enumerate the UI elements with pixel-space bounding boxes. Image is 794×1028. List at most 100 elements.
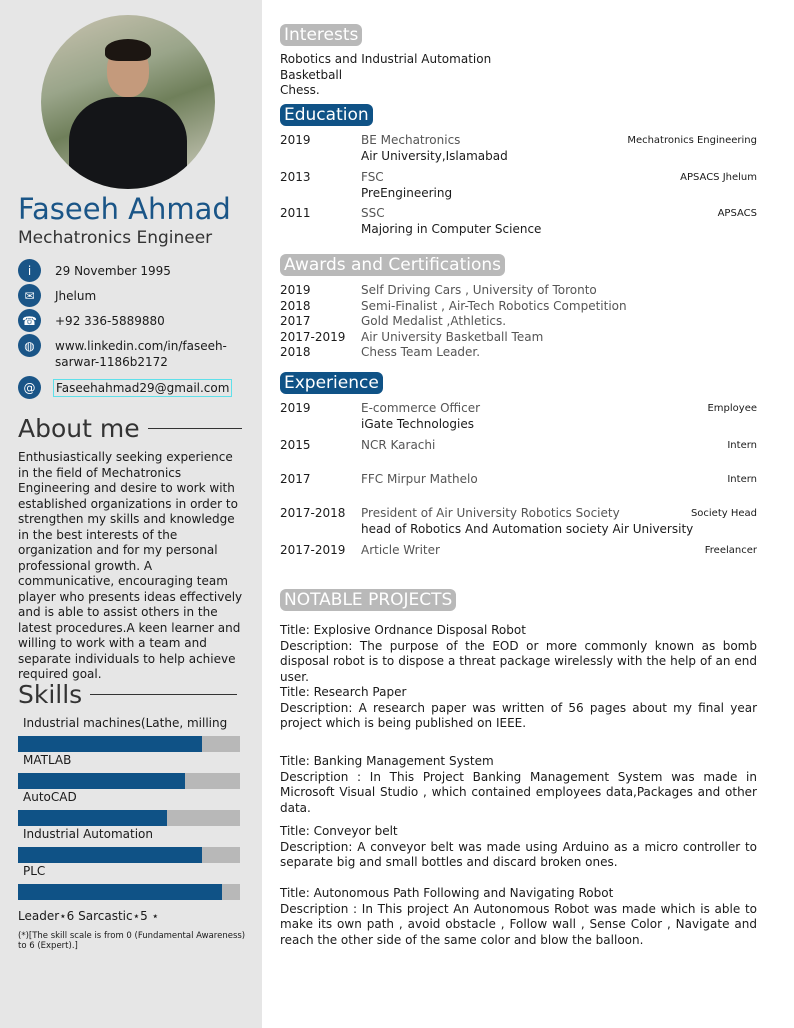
skills-heading: Skills bbox=[18, 680, 238, 709]
profile-name: Faseeh Ahmad bbox=[18, 192, 231, 226]
right-label: Mechatronics Engineering bbox=[627, 135, 757, 146]
interest-item: Basketball bbox=[280, 67, 343, 82]
right-label: Employee bbox=[707, 403, 757, 414]
profile-role: Mechatronics Engineer bbox=[18, 228, 213, 248]
awards-heading: Awards and Certifications bbox=[280, 254, 505, 276]
skill-bar bbox=[18, 884, 240, 900]
project-description: Description : In This project An Autonom… bbox=[280, 901, 757, 947]
linkedin-link[interactable]: www.linkedin.com/in/faseeh-sarwar-1186b2… bbox=[55, 339, 227, 369]
skill-label: MATLAB bbox=[23, 753, 72, 767]
traits: Leader⋆6 Sarcastic⋆5 ⋆ bbox=[18, 909, 160, 923]
year: 2013 bbox=[280, 170, 311, 184]
year: 2018 bbox=[280, 345, 311, 359]
interests-heading: Interests bbox=[280, 24, 363, 46]
info-icon: i bbox=[18, 259, 41, 282]
skill-bar-fill bbox=[18, 736, 203, 752]
title: President of Air University Robotics Soc… bbox=[361, 506, 620, 520]
title: Gold Medalist ,Athletics. bbox=[361, 314, 507, 328]
skill-bar bbox=[18, 847, 240, 863]
project-item: Title: Autonomous Path Following and Nav… bbox=[280, 886, 757, 948]
right-label: Society Head bbox=[690, 508, 757, 519]
title: Semi-Finalist , Air-Tech Robotics Compet… bbox=[361, 299, 627, 313]
skill-label: AutoCAD bbox=[23, 790, 77, 804]
experience-heading: Experience bbox=[280, 372, 383, 394]
right-label: APSACS bbox=[717, 208, 757, 219]
title: Air University Basketball Team bbox=[361, 330, 544, 344]
profile-photo bbox=[41, 15, 215, 189]
title: Chess Team Leader. bbox=[361, 345, 481, 359]
project-title: Title: Research Paper bbox=[280, 685, 407, 699]
project-description: Description: The purpose of the EOD or m… bbox=[280, 638, 757, 684]
contact-item: ✉ Jhelum bbox=[18, 284, 248, 307]
globe-icon: ◍ bbox=[18, 334, 41, 357]
title: E-commerce Officer bbox=[361, 401, 481, 415]
skill-bar bbox=[18, 736, 240, 752]
subtitle: Majoring in Computer Science bbox=[361, 222, 542, 236]
title: Self Driving Cars , University of Toront… bbox=[361, 283, 597, 297]
project-title: Title: Conveyor belt bbox=[280, 824, 398, 838]
interest-item: Chess. bbox=[280, 83, 320, 97]
title: FFC Mirpur Mathelo bbox=[361, 472, 478, 486]
contact-item: @ Faseehahmad29@gmail.com bbox=[18, 376, 248, 399]
envelope-icon: ✉ bbox=[18, 284, 41, 307]
project-title: Title: Explosive Ordnance Disposal Robot bbox=[280, 623, 526, 637]
year: 2017-2019 bbox=[280, 543, 346, 557]
skill-bar bbox=[18, 810, 240, 826]
about-heading: About me bbox=[18, 414, 242, 443]
subtitle: iGate Technologies bbox=[361, 417, 474, 431]
project-description: Description : In This Project Banking Ma… bbox=[280, 769, 757, 815]
contact-text: Jhelum bbox=[55, 289, 97, 303]
project-title: Title: Banking Management System bbox=[280, 754, 494, 768]
year: 2017 bbox=[280, 472, 311, 486]
year: 2011 bbox=[280, 206, 311, 220]
interests-list: Robotics and Industrial Automation Basket… bbox=[280, 52, 757, 99]
project-description: Description: A research paper was writte… bbox=[280, 700, 757, 731]
skill-label: Industrial machines(Lathe, milling bbox=[23, 716, 228, 730]
project-description: Description: A conveyor belt was made us… bbox=[280, 839, 757, 870]
title: SSC bbox=[361, 206, 385, 220]
right-label: Intern bbox=[727, 474, 757, 485]
interest-item: Robotics and Industrial Automation bbox=[280, 52, 492, 66]
project-item: Title: Conveyor belt Description: A conve… bbox=[280, 824, 757, 871]
year: 2019 bbox=[280, 401, 311, 415]
contact-item: i 29 November 1995 bbox=[18, 259, 248, 282]
skill-bar-fill bbox=[18, 847, 203, 863]
year: 2015 bbox=[280, 438, 311, 452]
skill-bar bbox=[18, 773, 240, 789]
subtitle: Air University,Islamabad bbox=[361, 149, 508, 163]
contact-text: +92 336-5889880 bbox=[55, 314, 165, 328]
skill-label: Industrial Automation bbox=[23, 827, 153, 841]
subtitle: head of Robotics And Automation society … bbox=[361, 522, 694, 536]
title: BE Mechatronics bbox=[361, 133, 461, 147]
at-icon: @ bbox=[18, 376, 41, 399]
project-item: Title: Banking Management System Descript… bbox=[280, 754, 757, 816]
year: 2017 bbox=[280, 314, 311, 328]
about-heading-text: About me bbox=[18, 414, 140, 443]
education-heading: Education bbox=[280, 104, 373, 126]
year: 2019 bbox=[280, 283, 311, 297]
phone-icon: ☎ bbox=[18, 309, 41, 332]
skill-scale-note: (*)[The skill scale is from 0 (Fundament… bbox=[18, 931, 246, 951]
right-label: APSACS Jhelum bbox=[680, 172, 757, 183]
contact-text: 29 November 1995 bbox=[55, 264, 171, 278]
email-link[interactable]: Faseehahmad29@gmail.com bbox=[53, 379, 233, 397]
title: Article Writer bbox=[361, 543, 440, 557]
skill-bar-fill bbox=[18, 773, 185, 789]
project-item: Title: Research Paper Description: A rese… bbox=[280, 685, 757, 732]
skill-bar-fill bbox=[18, 884, 223, 900]
skills-heading-text: Skills bbox=[18, 680, 83, 709]
sidebar: Faseeh Ahmad Mechatronics Engineer i 29 N… bbox=[0, 0, 262, 1028]
contact-item: ☎ +92 336-5889880 bbox=[18, 309, 248, 332]
about-text: Enthusiastically seeking experience in t… bbox=[18, 450, 243, 681]
title: NCR Karachi bbox=[361, 438, 436, 452]
divider bbox=[90, 694, 238, 695]
divider bbox=[147, 428, 242, 429]
right-label: Intern bbox=[727, 440, 757, 451]
subtitle: PreEngineering bbox=[361, 186, 453, 200]
project-item: Title: Explosive Ordnance Disposal Robot… bbox=[280, 623, 757, 685]
projects-heading: NOTABLE PROJECTS bbox=[280, 589, 457, 611]
skill-bar-fill bbox=[18, 810, 167, 826]
year: 2017-2018 bbox=[280, 506, 346, 520]
year: 2018 bbox=[280, 299, 311, 313]
right-label: Freelancer bbox=[704, 545, 757, 556]
